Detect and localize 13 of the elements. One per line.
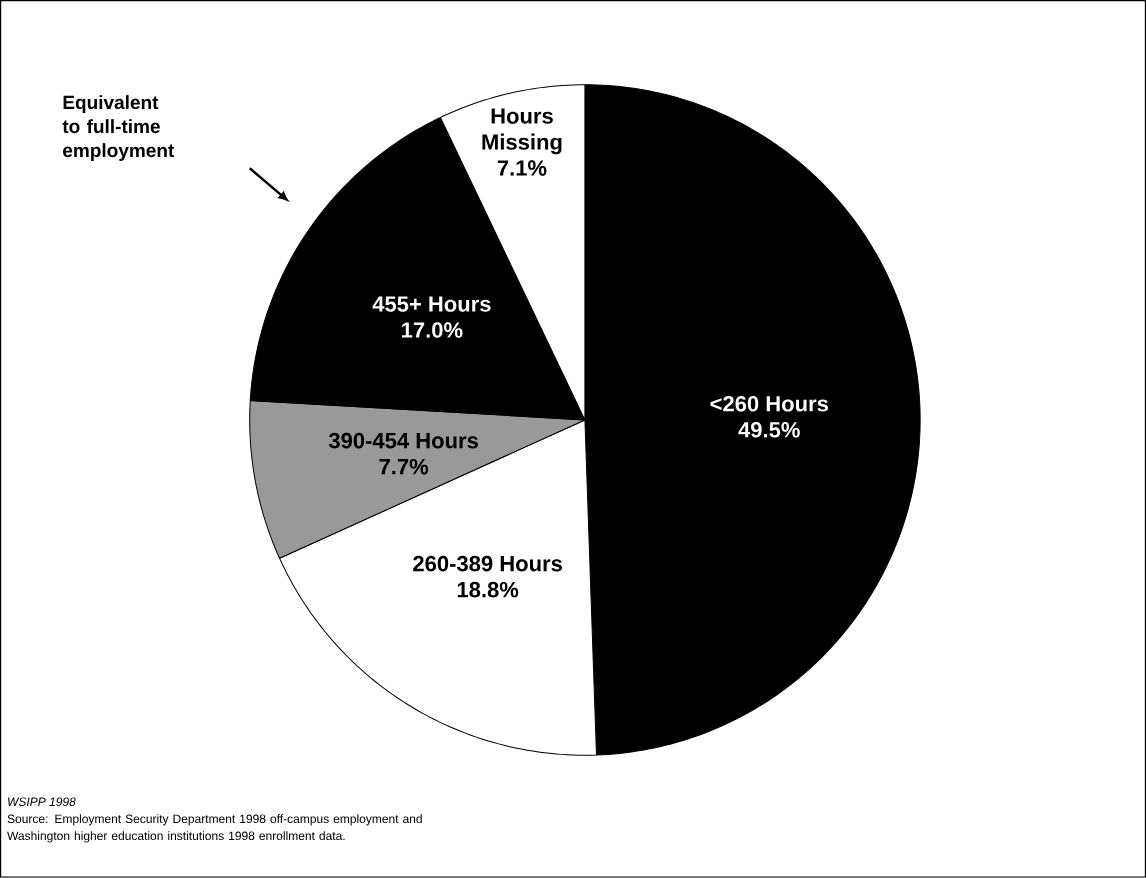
- slice-label: 390-454 Hours: [328, 432, 478, 449]
- data-label: 7.7%: [379, 459, 429, 475]
- data-label: 49.5%: [738, 422, 800, 438]
- text: WSIPP 1998: [8, 797, 76, 807]
- slice-label: Hours Missing: [482, 108, 562, 155]
- source-note: Source: Employment Security Department 1998 off-campus employment and Washington higher education institutions 1998 enrollment data.: [7, 814, 422, 843]
- data-label: 18.8%: [457, 581, 519, 598]
- data-label: 17.0%: [402, 322, 463, 338]
- data-label: 7.1%: [497, 160, 547, 176]
- slice-label: 455+ Hours: [372, 296, 491, 312]
- slice-label: 260-389 Hours: [413, 555, 562, 572]
- text: Equivalent to full-time employment: [62, 95, 175, 161]
- slice-label: <260 Hours: [710, 396, 828, 412]
